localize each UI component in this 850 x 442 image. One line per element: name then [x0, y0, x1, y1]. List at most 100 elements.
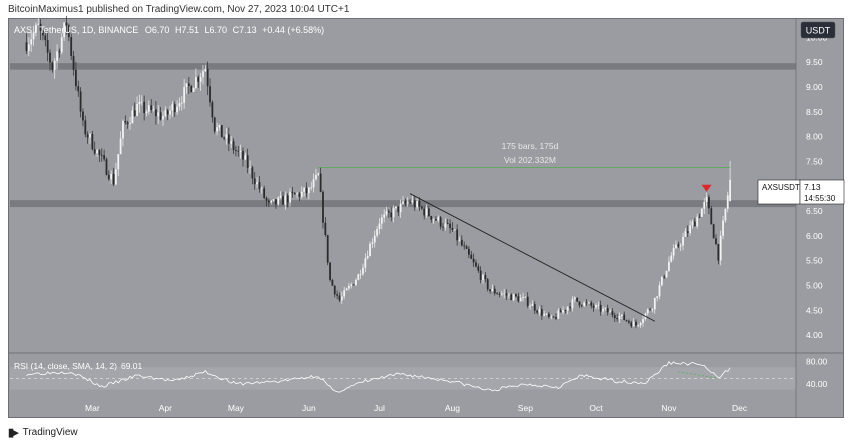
candle: [390, 207, 393, 222]
candle-body: [366, 256, 369, 259]
candle-body: [726, 195, 729, 209]
candle: [418, 197, 421, 211]
candle-body: [103, 155, 106, 160]
candle-body: [218, 125, 221, 128]
candle: [39, 19, 42, 41]
candle-body: [420, 206, 423, 209]
candle: [369, 241, 371, 257]
candle-body: [105, 159, 108, 175]
candle-body: [157, 112, 160, 117]
candle: [239, 144, 242, 159]
candle: [566, 306, 569, 315]
candle: [409, 198, 411, 205]
candle: [446, 219, 449, 225]
candle: [453, 229, 456, 231]
candle-body: [432, 219, 435, 220]
footer-brand[interactable]: ▮▸ TradingView: [8, 424, 78, 440]
candle-body: [213, 117, 216, 132]
candle-body: [606, 308, 609, 313]
candle-body: [275, 199, 277, 205]
candle: [597, 301, 600, 310]
candle: [58, 48, 61, 58]
candle: [53, 58, 56, 79]
candle-body: [555, 317, 557, 319]
candle: [216, 122, 218, 136]
candle-body: [472, 258, 475, 263]
candle: [507, 292, 510, 299]
candle-body: [162, 115, 164, 120]
candle: [176, 100, 178, 115]
candle-body: [225, 134, 228, 139]
candle-body: [216, 127, 218, 132]
candle: [416, 197, 419, 210]
candle-body: [708, 196, 710, 209]
candle-body: [39, 23, 42, 31]
currency-badge[interactable]: USDT: [800, 21, 836, 39]
candle: [618, 312, 621, 323]
candle: [317, 172, 320, 176]
candle-body: [397, 206, 400, 213]
candle-body: [355, 279, 357, 286]
candle: [258, 176, 261, 193]
candle: [218, 124, 221, 131]
candle-body: [548, 313, 550, 317]
candle-body: [444, 223, 447, 228]
x-tick-label: Oct: [589, 403, 603, 413]
y-tick-label: 8.50: [806, 107, 823, 117]
candle-body: [380, 217, 383, 224]
candle-body: [277, 197, 280, 205]
candle-body: [244, 155, 247, 160]
chart-frame[interactable]: [8, 18, 844, 418]
candle-body: [114, 169, 117, 185]
candle-body: [197, 77, 200, 82]
candle: [376, 226, 379, 238]
candle-body: [138, 101, 141, 105]
candle: [529, 303, 531, 310]
candle-body: [180, 102, 183, 104]
candle: [124, 115, 127, 125]
candle: [700, 208, 703, 218]
candle: [439, 215, 442, 230]
candle-body: [263, 188, 266, 198]
candle: [223, 136, 226, 141]
candle-body: [446, 223, 449, 225]
candle-body: [30, 39, 33, 45]
candle: [670, 252, 673, 263]
candle-body: [86, 134, 89, 138]
overlays-layer: [318, 166, 731, 322]
footer-brand-label: TradingView: [22, 426, 78, 438]
candle: [632, 318, 635, 327]
candle: [289, 188, 291, 207]
candle: [140, 95, 143, 106]
candle: [373, 230, 376, 248]
candle: [484, 272, 487, 283]
candle: [630, 320, 633, 329]
candle-body: [602, 308, 604, 312]
candle: [249, 160, 251, 174]
candle: [562, 306, 564, 315]
candle-body: [46, 40, 49, 53]
rsi-tick-label: 40.00: [806, 379, 828, 389]
candle: [517, 292, 520, 303]
candle: [147, 100, 150, 115]
candle: [350, 282, 353, 289]
candle-body: [630, 322, 633, 327]
candle: [305, 182, 308, 198]
candle: [602, 306, 604, 315]
candle-body: [155, 109, 157, 117]
candle-body: [580, 305, 583, 307]
candle: [423, 206, 426, 220]
candle-body: [413, 200, 416, 208]
candle: [256, 177, 258, 188]
candle: [543, 310, 546, 317]
candle: [458, 236, 461, 242]
candle-body: [110, 174, 113, 180]
candle-body: [119, 138, 122, 155]
candle: [110, 170, 113, 185]
candle: [277, 196, 280, 206]
candle: [72, 50, 75, 76]
candle: [538, 306, 541, 316]
candle-body: [526, 296, 529, 306]
candle-body: [232, 141, 235, 151]
